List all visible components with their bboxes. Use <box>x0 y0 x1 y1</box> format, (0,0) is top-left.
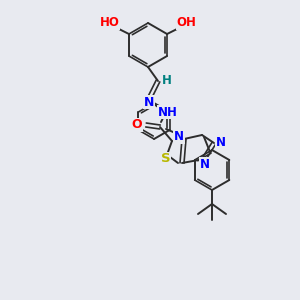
Text: N: N <box>144 95 154 109</box>
Text: N: N <box>200 158 210 170</box>
Text: N: N <box>174 130 184 143</box>
Text: S: S <box>161 152 171 166</box>
Text: NH: NH <box>158 106 178 118</box>
Text: O: O <box>132 118 142 131</box>
Text: H: H <box>162 74 172 86</box>
Text: HO: HO <box>100 16 120 29</box>
Text: OH: OH <box>176 16 196 29</box>
Text: N: N <box>216 136 226 149</box>
